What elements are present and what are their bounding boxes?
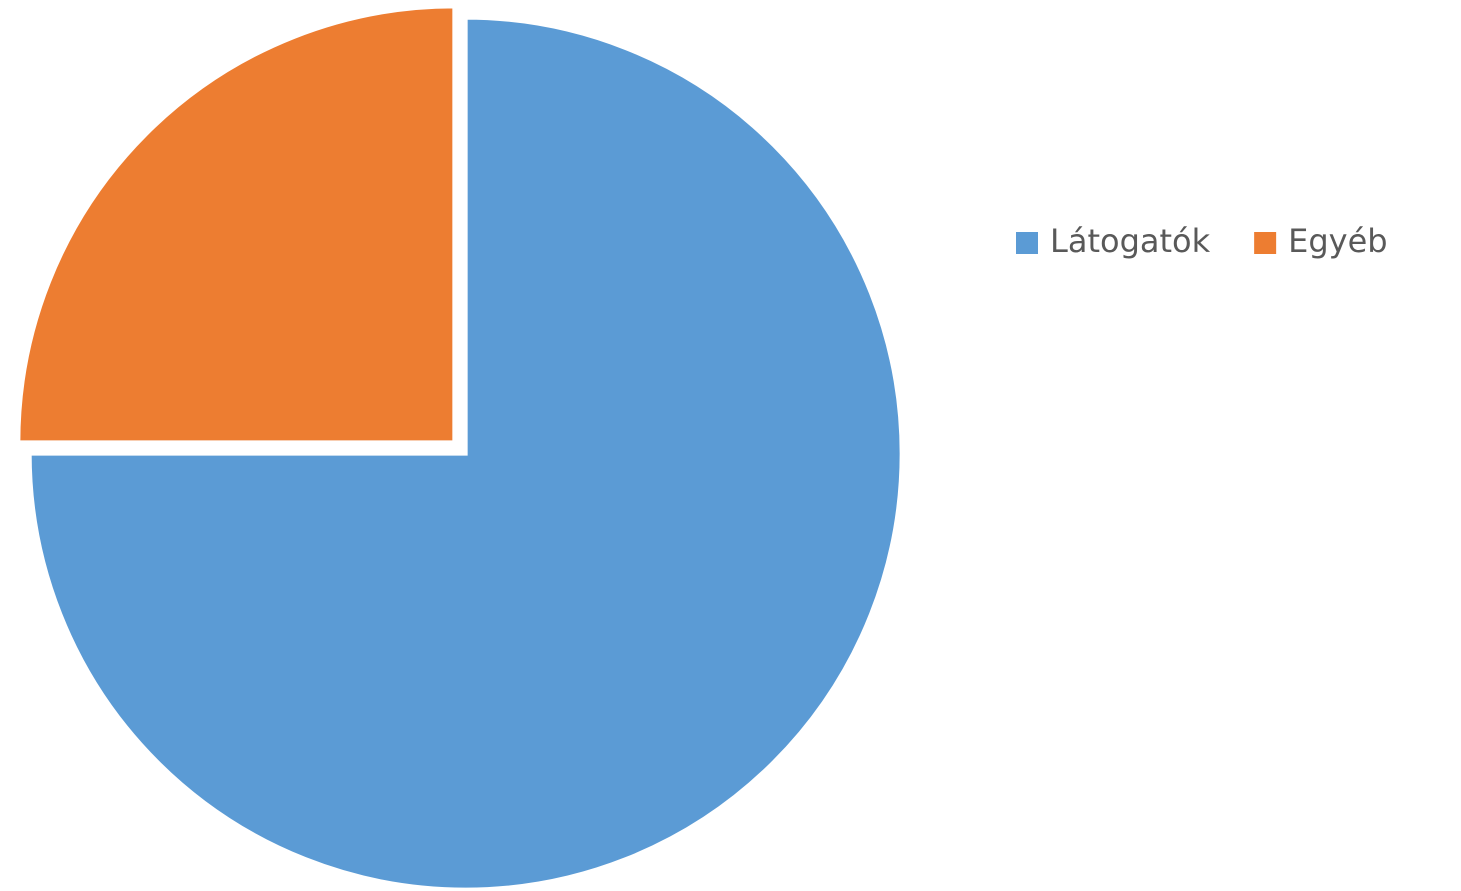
legend-swatch [1254,232,1277,254]
legend-label: Egyéb [1288,222,1387,260]
legend-swatch [1016,232,1038,254]
legend-label: Látogatók [1050,222,1211,260]
pie-slice [16,4,457,445]
pie-slice [27,15,904,891]
